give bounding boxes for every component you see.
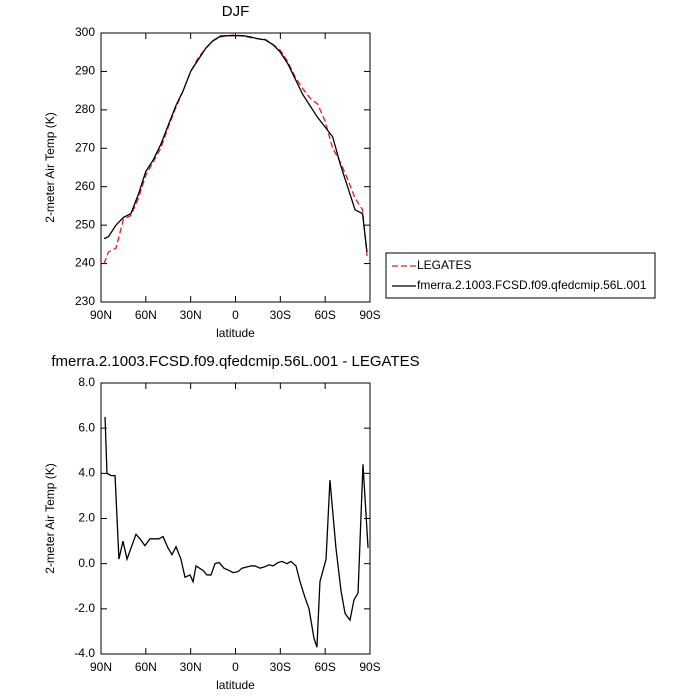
- y-tick-label: 300: [75, 25, 95, 39]
- data-line: [103, 34, 368, 264]
- x-tick-label: 60S: [314, 308, 335, 322]
- x-tick-label: 30S: [270, 308, 291, 322]
- y-tick-label: 2.0: [78, 511, 95, 525]
- y-tick-label: 0.0: [78, 556, 95, 570]
- x-tick-label: 30S: [270, 660, 291, 674]
- y-tick-label: 250: [75, 217, 95, 231]
- x-tick-label: 90S: [359, 308, 380, 322]
- y-tick-label: 4.0: [78, 466, 95, 480]
- chart-title: fmerra.2.1003.FCSD.f09.qfedcmip.56L.001 …: [51, 353, 419, 370]
- y-tick-label: 270: [75, 140, 95, 154]
- y-axis-label: 2-meter Air Temp (K): [43, 112, 57, 222]
- legend-label: LEGATES: [417, 258, 471, 272]
- y-tick-label: 260: [75, 179, 95, 193]
- data-line: [103, 35, 368, 253]
- legend-box: [385, 252, 656, 299]
- x-tick-label: 90N: [90, 308, 112, 322]
- x-tick-label: 90N: [90, 660, 112, 674]
- x-axis-label: latitude: [216, 678, 255, 692]
- x-tick-label: 0: [232, 308, 239, 322]
- x-axis-label: latitude: [216, 326, 255, 340]
- x-tick-label: 60N: [135, 660, 157, 674]
- y-tick-label: 290: [75, 64, 95, 78]
- x-tick-label: 60S: [314, 660, 335, 674]
- plot-frame: [100, 32, 371, 303]
- plot-frame: [100, 382, 371, 655]
- x-tick-label: 30N: [180, 308, 202, 322]
- y-tick-label: 240: [75, 256, 95, 270]
- x-tick-label: 30N: [180, 660, 202, 674]
- y-tick-label: 6.0: [78, 420, 95, 434]
- data-line: [104, 416, 369, 648]
- y-tick-label: 280: [75, 102, 95, 116]
- legend-label: fmerra.2.1003.FCSD.f09.qfedcmip.56L.001: [417, 278, 647, 292]
- y-tick-label: -4.0: [74, 646, 95, 660]
- x-tick-label: 90S: [359, 660, 380, 674]
- x-tick-label: 60N: [135, 308, 157, 322]
- y-axis-label: 2-meter Air Temp (K): [43, 463, 57, 573]
- chart-title: DJF: [222, 3, 250, 20]
- x-tick-label: 0: [232, 660, 239, 674]
- y-tick-label: 230: [75, 294, 95, 308]
- y-tick-label: -2.0: [74, 601, 95, 615]
- y-tick-label: 8.0: [78, 375, 95, 389]
